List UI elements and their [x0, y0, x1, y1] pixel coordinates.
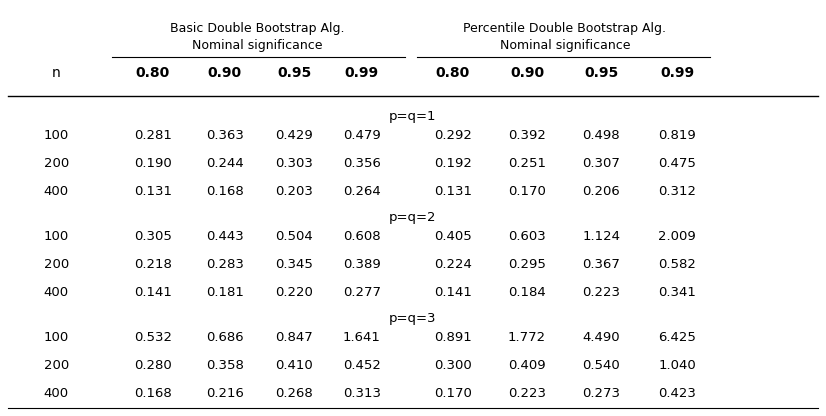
Text: 0.429: 0.429: [275, 129, 313, 142]
Text: 0.819: 0.819: [658, 129, 696, 142]
Text: 0.363: 0.363: [206, 129, 244, 142]
Text: 200: 200: [44, 157, 69, 170]
Text: 1.772: 1.772: [508, 331, 546, 344]
Text: p=q=2: p=q=2: [389, 211, 437, 224]
Text: p=q=3: p=q=3: [389, 312, 437, 325]
Text: 0.80: 0.80: [135, 66, 170, 80]
Text: 0.244: 0.244: [206, 157, 244, 170]
Text: 0.313: 0.313: [343, 387, 381, 400]
Text: 0.303: 0.303: [275, 157, 313, 170]
Text: 0.356: 0.356: [343, 157, 381, 170]
Text: 1.641: 1.641: [343, 331, 381, 344]
Text: 0.504: 0.504: [275, 230, 313, 243]
Text: 0.218: 0.218: [134, 258, 172, 271]
Text: 200: 200: [44, 359, 69, 372]
Text: 0.847: 0.847: [275, 331, 313, 344]
Text: 0.203: 0.203: [275, 185, 313, 198]
Text: 0.452: 0.452: [343, 359, 381, 372]
Text: 0.181: 0.181: [206, 286, 244, 299]
Text: 0.95: 0.95: [584, 66, 619, 80]
Text: 400: 400: [44, 286, 69, 299]
Text: 0.608: 0.608: [343, 230, 381, 243]
Text: 0.305: 0.305: [134, 230, 172, 243]
Text: 0.307: 0.307: [582, 157, 620, 170]
Text: 0.292: 0.292: [434, 129, 472, 142]
Text: 0.312: 0.312: [658, 185, 696, 198]
Text: 0.409: 0.409: [508, 359, 546, 372]
Text: 0.423: 0.423: [658, 387, 696, 400]
Text: 0.283: 0.283: [206, 258, 244, 271]
Text: 0.131: 0.131: [134, 185, 172, 198]
Text: 0.532: 0.532: [134, 331, 172, 344]
Text: 0.99: 0.99: [344, 66, 379, 80]
Text: Percentile Double Bootstrap Alg.
Nominal significance: Percentile Double Bootstrap Alg. Nominal…: [463, 22, 667, 52]
Text: 1.040: 1.040: [658, 359, 696, 372]
Text: 0.443: 0.443: [206, 230, 244, 243]
Text: 0.170: 0.170: [508, 185, 546, 198]
Text: p=q=1: p=q=1: [389, 110, 437, 123]
Text: 100: 100: [44, 129, 69, 142]
Text: 0.264: 0.264: [343, 185, 381, 198]
Text: 0.190: 0.190: [134, 157, 172, 170]
Text: 0.170: 0.170: [434, 387, 472, 400]
Text: 0.184: 0.184: [508, 286, 546, 299]
Text: 2.009: 2.009: [658, 230, 696, 243]
Text: 0.475: 0.475: [658, 157, 696, 170]
Text: 100: 100: [44, 230, 69, 243]
Text: 0.223: 0.223: [508, 387, 546, 400]
Text: 1.124: 1.124: [582, 230, 620, 243]
Text: n: n: [52, 66, 60, 80]
Text: 0.251: 0.251: [508, 157, 546, 170]
Text: 0.90: 0.90: [207, 66, 242, 80]
Text: 0.358: 0.358: [206, 359, 244, 372]
Text: 0.686: 0.686: [206, 331, 244, 344]
Text: 0.168: 0.168: [134, 387, 172, 400]
Text: 0.192: 0.192: [434, 157, 472, 170]
Text: 0.220: 0.220: [275, 286, 313, 299]
Text: 0.341: 0.341: [658, 286, 696, 299]
Text: 0.582: 0.582: [658, 258, 696, 271]
Text: 0.90: 0.90: [510, 66, 544, 80]
Text: 0.224: 0.224: [434, 258, 472, 271]
Text: 400: 400: [44, 387, 69, 400]
Text: 0.891: 0.891: [434, 331, 472, 344]
Text: 0.223: 0.223: [582, 286, 620, 299]
Text: 0.206: 0.206: [582, 185, 620, 198]
Text: 100: 100: [44, 331, 69, 344]
Text: 0.498: 0.498: [582, 129, 620, 142]
Text: 0.141: 0.141: [134, 286, 172, 299]
Text: 6.425: 6.425: [658, 331, 696, 344]
Text: 0.281: 0.281: [134, 129, 172, 142]
Text: 0.392: 0.392: [508, 129, 546, 142]
Text: 0.280: 0.280: [134, 359, 172, 372]
Text: 0.141: 0.141: [434, 286, 472, 299]
Text: 0.131: 0.131: [434, 185, 472, 198]
Text: 0.168: 0.168: [206, 185, 244, 198]
Text: 4.490: 4.490: [582, 331, 620, 344]
Text: 0.389: 0.389: [343, 258, 381, 271]
Text: 0.273: 0.273: [582, 387, 620, 400]
Text: 0.99: 0.99: [660, 66, 695, 80]
Text: 0.80: 0.80: [435, 66, 470, 80]
Text: 0.95: 0.95: [277, 66, 311, 80]
Text: 0.603: 0.603: [508, 230, 546, 243]
Text: 400: 400: [44, 185, 69, 198]
Text: 0.479: 0.479: [343, 129, 381, 142]
Text: 0.410: 0.410: [275, 359, 313, 372]
Text: 0.216: 0.216: [206, 387, 244, 400]
Text: Basic Double Bootstrap Alg.
Nominal significance: Basic Double Bootstrap Alg. Nominal sign…: [169, 22, 344, 52]
Text: 0.268: 0.268: [275, 387, 313, 400]
Text: 0.367: 0.367: [582, 258, 620, 271]
Text: 0.295: 0.295: [508, 258, 546, 271]
Text: 0.405: 0.405: [434, 230, 472, 243]
Text: 200: 200: [44, 258, 69, 271]
Text: 0.277: 0.277: [343, 286, 381, 299]
Text: 0.300: 0.300: [434, 359, 472, 372]
Text: 0.345: 0.345: [275, 258, 313, 271]
Text: 0.540: 0.540: [582, 359, 620, 372]
